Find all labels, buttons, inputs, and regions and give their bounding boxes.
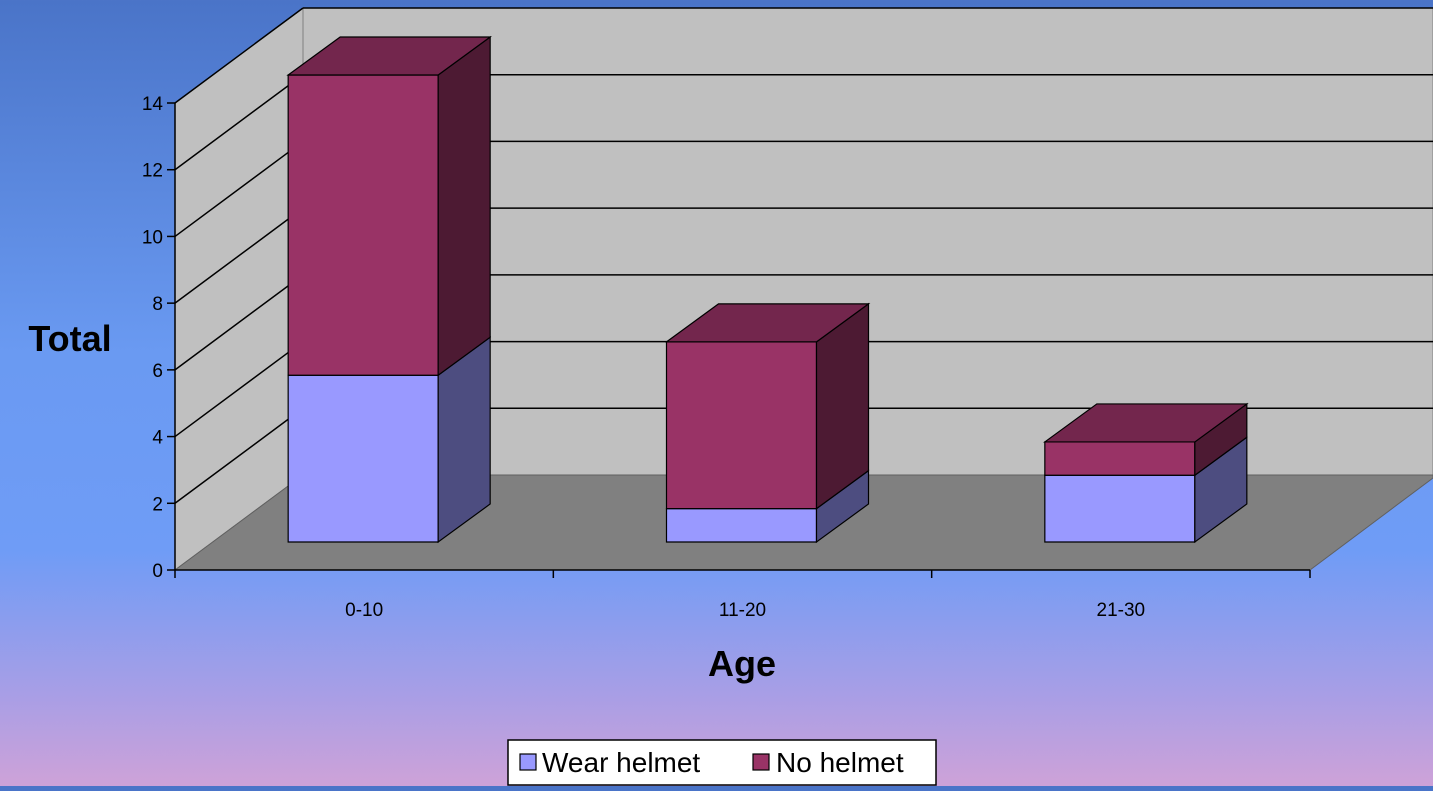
- bar-stack-11-20: [664, 302, 871, 544]
- gridline-side: [174, 274, 304, 371]
- x-tick-label: 11-20: [719, 600, 766, 621]
- bar-stack-0-10: [286, 35, 493, 544]
- bar-no-helmet-21-30: [1044, 441, 1196, 476]
- bar-no-helmet-21-30-top: [1042, 403, 1249, 443]
- legend-box: [507, 739, 937, 786]
- x-tick-label: 0-10: [345, 600, 383, 621]
- gridline-side: [174, 140, 304, 238]
- bar-no-helmet-0-10-side: [437, 35, 491, 377]
- legend-label-wear-helmet: Wear helmet: [542, 747, 700, 778]
- bar-no-helmet-11-20: [665, 341, 818, 510]
- legend: Wear helmet No helmet: [507, 739, 937, 786]
- legend-label-no-helmet: No helmet: [776, 747, 904, 778]
- bar-wear-helmet-0-10: [287, 374, 439, 543]
- y-tick-label: 0: [152, 561, 163, 582]
- gridline-side: [174, 74, 304, 171]
- legend-swatch-wear-helmet: [519, 753, 537, 771]
- gridline-side: [174, 207, 304, 304]
- bar-stack-21-30: [1042, 402, 1249, 544]
- y-tick-label: 14: [142, 94, 164, 115]
- x-axis-title: Age: [708, 643, 776, 684]
- gridline-side: [174, 407, 304, 504]
- bar-wear-helmet-21-30: [1044, 474, 1196, 543]
- legend-item-no-helmet: No helmet: [752, 747, 904, 778]
- gridlines: [174, 7, 1433, 504]
- bar-no-helmet-11-20-top: [664, 303, 871, 343]
- axes: 0 2 4 6 8 10 12 14 0-10 11-20 21-30: [142, 94, 1311, 621]
- bar-wear-helmet-11-20: [665, 508, 818, 543]
- y-axis-title: Total: [28, 318, 111, 359]
- gridline-side: [174, 340, 304, 438]
- y-tick-label: 4: [152, 428, 163, 449]
- y-tick-label: 12: [142, 161, 163, 182]
- legend-swatch-no-helmet: [752, 753, 770, 771]
- bars: [286, 35, 1249, 544]
- y-tick-label: 10: [142, 227, 163, 248]
- legend-item-wear-helmet: Wear helmet: [519, 747, 700, 778]
- gridline-side: [174, 7, 304, 104]
- x-tick-label: 21-30: [1097, 600, 1146, 621]
- bar-no-helmet-0-10: [287, 74, 439, 376]
- y-tick-label: 2: [152, 494, 163, 515]
- y-tick-label: 6: [152, 361, 163, 382]
- bar-no-helmet-0-10-top: [286, 36, 493, 76]
- y-tick-label: 8: [152, 294, 163, 315]
